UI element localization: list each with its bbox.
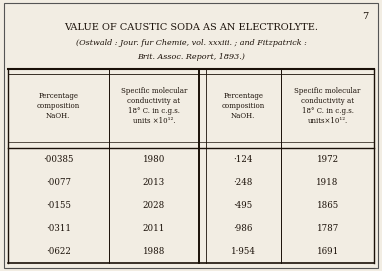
Text: ·0311: ·0311 — [46, 224, 71, 233]
Text: 1972: 1972 — [317, 155, 338, 164]
Text: Specific molecular
conductivity at
18° C. in c.g.s.
units ×10¹².: Specific molecular conductivity at 18° C… — [121, 86, 187, 125]
Text: Percentage
composition
NaOH.: Percentage composition NaOH. — [37, 92, 80, 120]
Text: 1865: 1865 — [316, 201, 339, 210]
Text: ·986: ·986 — [233, 224, 253, 233]
Text: 1·954: 1·954 — [231, 247, 256, 256]
Text: ·495: ·495 — [233, 201, 253, 210]
Text: 1988: 1988 — [142, 247, 165, 256]
Text: VALUE OF CAUSTIC SODA AS AN ELECTROLYTE.: VALUE OF CAUSTIC SODA AS AN ELECTROLYTE. — [64, 23, 318, 32]
Text: ·0155: ·0155 — [46, 201, 71, 210]
Text: ·0077: ·0077 — [46, 178, 71, 187]
Text: 2028: 2028 — [142, 201, 165, 210]
Text: 7: 7 — [363, 12, 369, 21]
Text: ·0622: ·0622 — [46, 247, 71, 256]
Text: 1691: 1691 — [316, 247, 339, 256]
Text: Percentage
composition
NaOH.: Percentage composition NaOH. — [222, 92, 265, 120]
Text: 1980: 1980 — [142, 155, 165, 164]
Text: Brit. Assoc. Report, 1893.): Brit. Assoc. Report, 1893.) — [137, 53, 245, 61]
Text: 1787: 1787 — [316, 224, 339, 233]
Text: 2013: 2013 — [143, 178, 165, 187]
Text: 1918: 1918 — [316, 178, 339, 187]
Text: ·248: ·248 — [233, 178, 253, 187]
Text: Specific molecular
conductivity at
18° C. in c.g.s.
units×10¹².: Specific molecular conductivity at 18° C… — [295, 86, 361, 125]
Text: 2011: 2011 — [142, 224, 165, 233]
Text: ·00385: ·00385 — [43, 155, 73, 164]
Text: ·124: ·124 — [233, 155, 253, 164]
Text: (Ostwald : Jour. fur Chemie, vol. xxxiii. ; and Fitzpatrick :: (Ostwald : Jour. fur Chemie, vol. xxxiii… — [76, 39, 306, 47]
